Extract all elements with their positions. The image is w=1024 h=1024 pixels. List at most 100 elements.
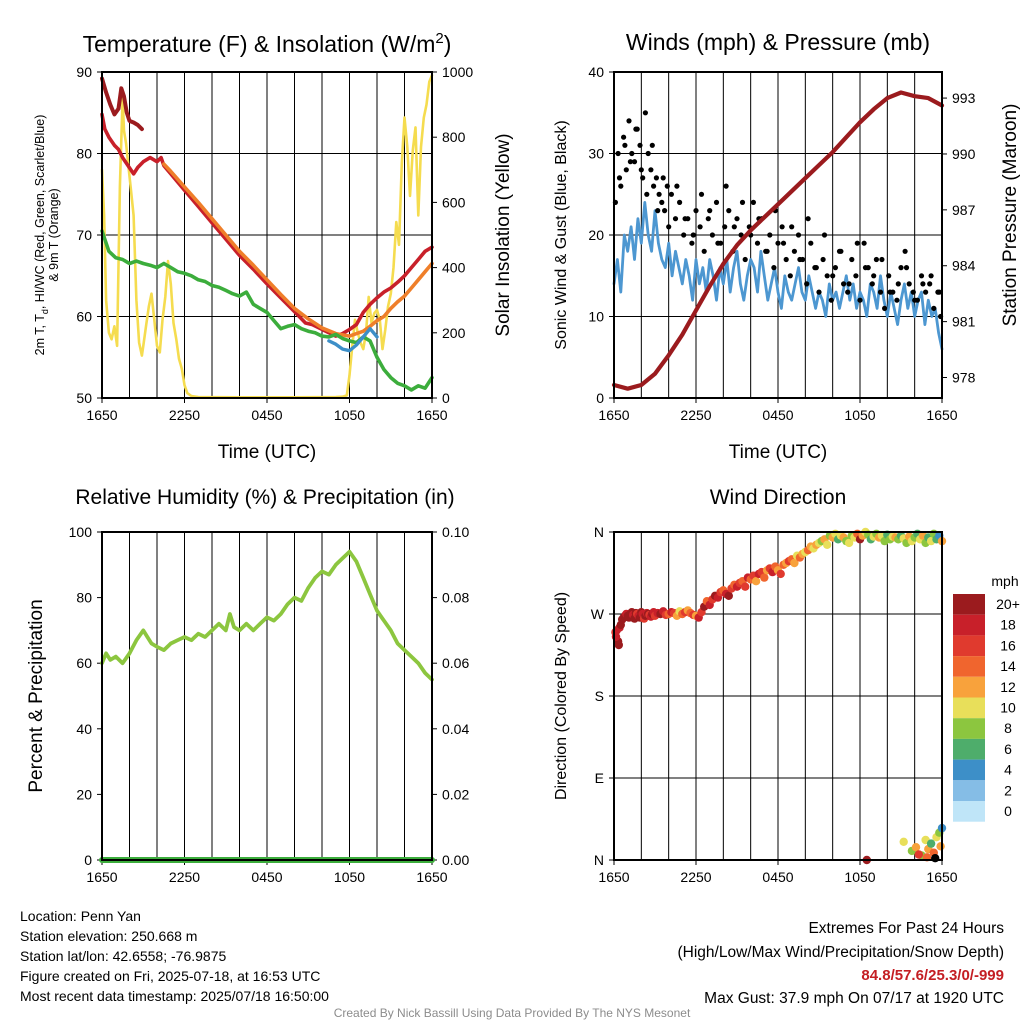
series-line-2m-t: [100, 112, 434, 338]
gust-point: [927, 281, 933, 287]
direction-point: [899, 837, 908, 846]
colorbar-label: 14: [1000, 658, 1016, 674]
gust-point: [709, 232, 716, 238]
y2-tick-label: 400: [442, 260, 466, 276]
chart-title: Winds (mph) & Pressure (mb): [626, 29, 930, 55]
gust-point: [615, 150, 621, 157]
plot-frame: [101, 531, 433, 861]
gust-point: [622, 142, 628, 148]
gust-point: [783, 256, 789, 263]
y-axis-label-line2: & 9m T (Orange): [47, 188, 61, 281]
gust-point: [923, 289, 929, 295]
x-tick-label: 0450: [251, 869, 282, 885]
x-tick-label: 1650: [416, 869, 447, 885]
x-tick-label: 1050: [844, 869, 875, 885]
gust-point: [775, 240, 781, 246]
gust-point: [637, 142, 643, 148]
direction-point: [760, 573, 769, 582]
gust-point: [824, 273, 830, 279]
plot-frame: [613, 531, 943, 861]
gust-point: [660, 175, 666, 181]
direction-point: [741, 582, 750, 591]
gust-point: [816, 289, 822, 295]
y-tick-label: S: [595, 688, 604, 704]
gust-point: [633, 126, 639, 132]
colorbar-swatch: [953, 614, 985, 636]
humidity-precip-chart: Relative Humidity (%) & Precipitation (i…: [26, 486, 469, 885]
max-gust-text: Max Gust: 37.9 mph On 07/17 at 1920 UTC: [704, 990, 1004, 1007]
gust-point: [906, 281, 912, 287]
y-tick-label: 100: [69, 524, 93, 540]
x-tick-label: 0450: [762, 869, 793, 885]
series-line-relative-humidity: [100, 549, 434, 682]
y-tick-label: 80: [76, 590, 92, 606]
y-tick-label: 20: [588, 227, 604, 243]
colorbar-swatch: [953, 780, 985, 801]
gust-point: [690, 232, 696, 238]
direction-point: [614, 640, 623, 650]
gust-point: [626, 118, 632, 124]
gust-point: [629, 150, 635, 157]
gust-point: [616, 175, 623, 181]
chart-title: Wind Direction: [710, 486, 847, 509]
colorbar-label: 18: [1000, 617, 1016, 633]
colorbar-swatch: [953, 718, 985, 739]
gust-point: [879, 256, 885, 263]
y2-tick-label: 984: [952, 258, 976, 274]
speed-colorbar: mph 20+ 18 16 14 12 10 8 6 4 2 0: [953, 573, 1020, 822]
gust-point: [726, 208, 732, 214]
gust-point: [854, 240, 860, 246]
y2-tick-label: 981: [952, 314, 976, 330]
gust-point: [830, 273, 836, 279]
y-tick-label: 60: [76, 309, 92, 325]
gust-point: [789, 224, 795, 230]
extremes-values: 84.8/57.6/25.3/0/-999: [861, 967, 1004, 984]
gust-point: [651, 183, 657, 189]
gust-point: [705, 216, 711, 222]
colorbar-swatch: [953, 801, 985, 822]
gust-point: [902, 248, 908, 254]
gust-point: [767, 232, 773, 238]
gust-point: [701, 248, 707, 254]
gust-point: [668, 191, 675, 197]
gust-point: [655, 208, 661, 214]
y-tick-label: 0: [596, 390, 604, 406]
x-tick-label: 0450: [251, 407, 282, 423]
gust-point: [734, 216, 740, 222]
gust-point: [656, 191, 662, 197]
direction-point: [776, 569, 785, 579]
gust-point: [674, 183, 680, 189]
gust-point: [918, 273, 925, 279]
direction-point: [823, 540, 832, 549]
direction-point: [936, 842, 945, 851]
colorbar-swatch: [953, 759, 985, 781]
elevation-text: Station elevation: 250.668 m: [20, 928, 198, 944]
gust-point: [640, 175, 646, 181]
x-tick-label: 1650: [86, 869, 117, 885]
x-tick-label: 2250: [680, 407, 711, 423]
gust-point: [664, 183, 670, 189]
gust-point: [898, 265, 904, 271]
gust-point: [912, 297, 918, 303]
gust-point: [739, 199, 746, 205]
x-tick-label: 2250: [169, 407, 200, 423]
direction-point: [724, 591, 733, 600]
gust-point: [832, 265, 839, 271]
gust-point: [910, 289, 916, 295]
y-tick-label: 80: [76, 146, 92, 162]
gust-point: [828, 297, 834, 303]
gust-point: [644, 191, 650, 197]
gust-point: [928, 273, 934, 279]
direction-point: [914, 850, 923, 859]
gust-point: [845, 289, 851, 295]
y2-axis-label: Solar Insolation (Yellow): [493, 133, 514, 336]
y-tick-label: 30: [588, 146, 604, 162]
gust-point: [713, 199, 720, 205]
series-line-sonic-wind: [612, 201, 944, 351]
y-axis-label: Sonic Wind & Gust (Blue, Black): [553, 120, 570, 349]
gust-point: [853, 273, 859, 279]
colorbar-label: 4: [1004, 762, 1012, 778]
x-tick-label: 1650: [598, 869, 629, 885]
series-line-9m-t: [162, 162, 434, 338]
